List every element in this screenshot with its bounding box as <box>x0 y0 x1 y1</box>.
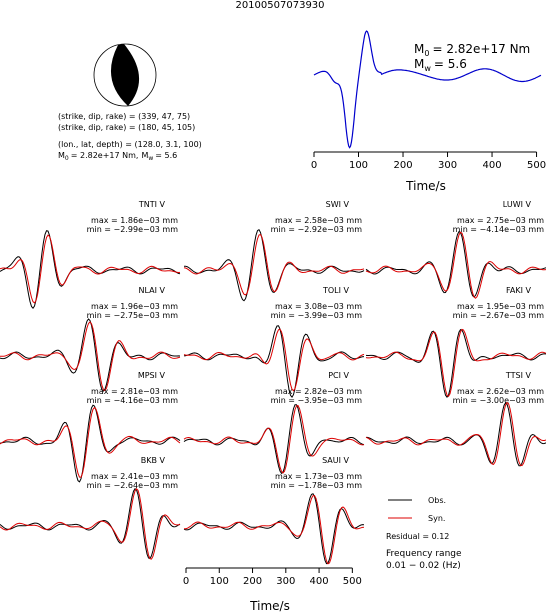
synthetic-trace <box>183 233 365 296</box>
x-tick-label: 500 <box>343 576 362 587</box>
station-name: NLAI V <box>139 286 166 295</box>
x-tick-label: 400 <box>310 576 329 587</box>
station-min: min = −2.99e−03 mm <box>87 225 179 234</box>
synthetic-trace <box>0 321 181 392</box>
station-name: FAKI V <box>506 286 531 295</box>
observed-trace <box>0 487 181 560</box>
observed-trace <box>183 325 365 398</box>
station-max: max = 2.81e−03 mm <box>91 387 178 396</box>
station-max: max = 1.96e−03 mm <box>91 302 178 311</box>
station-max: max = 2.58e−03 mm <box>275 216 362 225</box>
title: 20100507073930 <box>235 0 324 11</box>
station-max: max = 2.62e−03 mm <box>457 387 544 396</box>
x-tick-label: 200 <box>243 576 262 587</box>
residual: Residual = 0.12 <box>386 532 449 541</box>
stf-mw: Mw = 5.6 <box>414 57 467 73</box>
mechanism-line: (strike, dip, rake) = (339, 47, 75) <box>58 112 190 121</box>
stf-tick-label: 500 <box>527 160 546 171</box>
moment-line: M0 = 2.82e+17 Nm, Mw = 5.6 <box>58 151 177 162</box>
mechanism-line: (strike, dip, rake) = (180, 45, 105) <box>58 123 195 132</box>
observed-trace <box>366 402 546 467</box>
stf-tick-label: 100 <box>349 160 368 171</box>
observed-trace <box>0 318 181 392</box>
station-min: min = −2.67e−03 mm <box>453 311 545 320</box>
station-max: max = 2.75e−03 mm <box>457 216 544 225</box>
stf-tick-label: 300 <box>438 160 457 171</box>
frequency-title: Frequency range <box>386 549 462 559</box>
station-name: SAUI V <box>322 456 349 465</box>
x-axis-label: Time/s <box>249 599 290 613</box>
station-min: min = −4.14e−03 mm <box>453 225 545 234</box>
synthetic-trace <box>365 401 546 467</box>
stf-tick-label: 200 <box>393 160 412 171</box>
synthetic-trace <box>183 328 365 392</box>
station-min: min = −2.75e−03 mm <box>87 311 179 320</box>
station-max: max = 3.08e−03 mm <box>275 302 362 311</box>
stf-tick-label: 400 <box>482 160 501 171</box>
synthetic-trace <box>365 231 546 299</box>
legend-syn: Syn. <box>428 514 445 523</box>
station-name: TOLI V <box>322 286 350 295</box>
observed-trace <box>183 229 365 302</box>
stf-xlabel: Time/s <box>405 179 446 193</box>
station-name: TNTI V <box>138 200 166 209</box>
station-name: BKB V <box>141 456 166 465</box>
station-min: min = −3.00e−03 mm <box>453 396 545 405</box>
station-min: min = −1.78e−03 mm <box>271 481 363 490</box>
synthetic-trace <box>0 234 181 304</box>
station-max: max = 1.86e−03 mm <box>91 216 178 225</box>
frequency-range: 0.01 − 0.02 (Hz) <box>386 561 461 571</box>
station-name: SWI V <box>326 200 350 209</box>
observed-trace <box>0 404 181 483</box>
station-min: min = −4.16e−03 mm <box>87 396 179 405</box>
station-max: max = 2.41e−03 mm <box>91 472 178 481</box>
mechanism-line: (lon., lat, depth) = (128.0, 3.1, 100) <box>58 140 202 149</box>
station-name: PCI V <box>328 371 349 380</box>
observed-trace <box>183 493 365 565</box>
x-tick-label: 300 <box>276 576 295 587</box>
beach-ball <box>93 43 157 107</box>
synthetic-trace <box>0 488 181 560</box>
x-tick-label: 0 <box>183 576 189 587</box>
stf-curve <box>313 30 542 149</box>
station-max: max = 1.95e−03 mm <box>457 302 544 311</box>
station-max: max = 1.73e−03 mm <box>275 472 362 481</box>
station-min: min = −3.99e−03 mm <box>271 311 363 320</box>
station-name: LUWI V <box>503 200 532 209</box>
observed-trace <box>0 230 181 310</box>
station-min: min = −2.92e−03 mm <box>271 225 363 234</box>
station-max: max = 2.82e−03 mm <box>275 387 362 396</box>
legend-obs: Obs. <box>428 496 446 505</box>
observed-trace <box>365 230 546 298</box>
station-min: min = −2.64e−03 mm <box>87 481 179 490</box>
synthetic-trace <box>0 406 181 478</box>
synthetic-trace <box>365 328 546 398</box>
stf-tick-label: 0 <box>311 160 317 171</box>
station-min: min = −3.95e−03 mm <box>271 396 363 405</box>
x-tick-label: 100 <box>210 576 229 587</box>
stf-m0: M0 = 2.82e+17 Nm <box>414 42 530 58</box>
synthetic-trace <box>183 405 365 474</box>
station-name: TTSI V <box>505 371 532 380</box>
station-name: MPSI V <box>138 371 166 380</box>
synthetic-trace <box>184 494 365 565</box>
